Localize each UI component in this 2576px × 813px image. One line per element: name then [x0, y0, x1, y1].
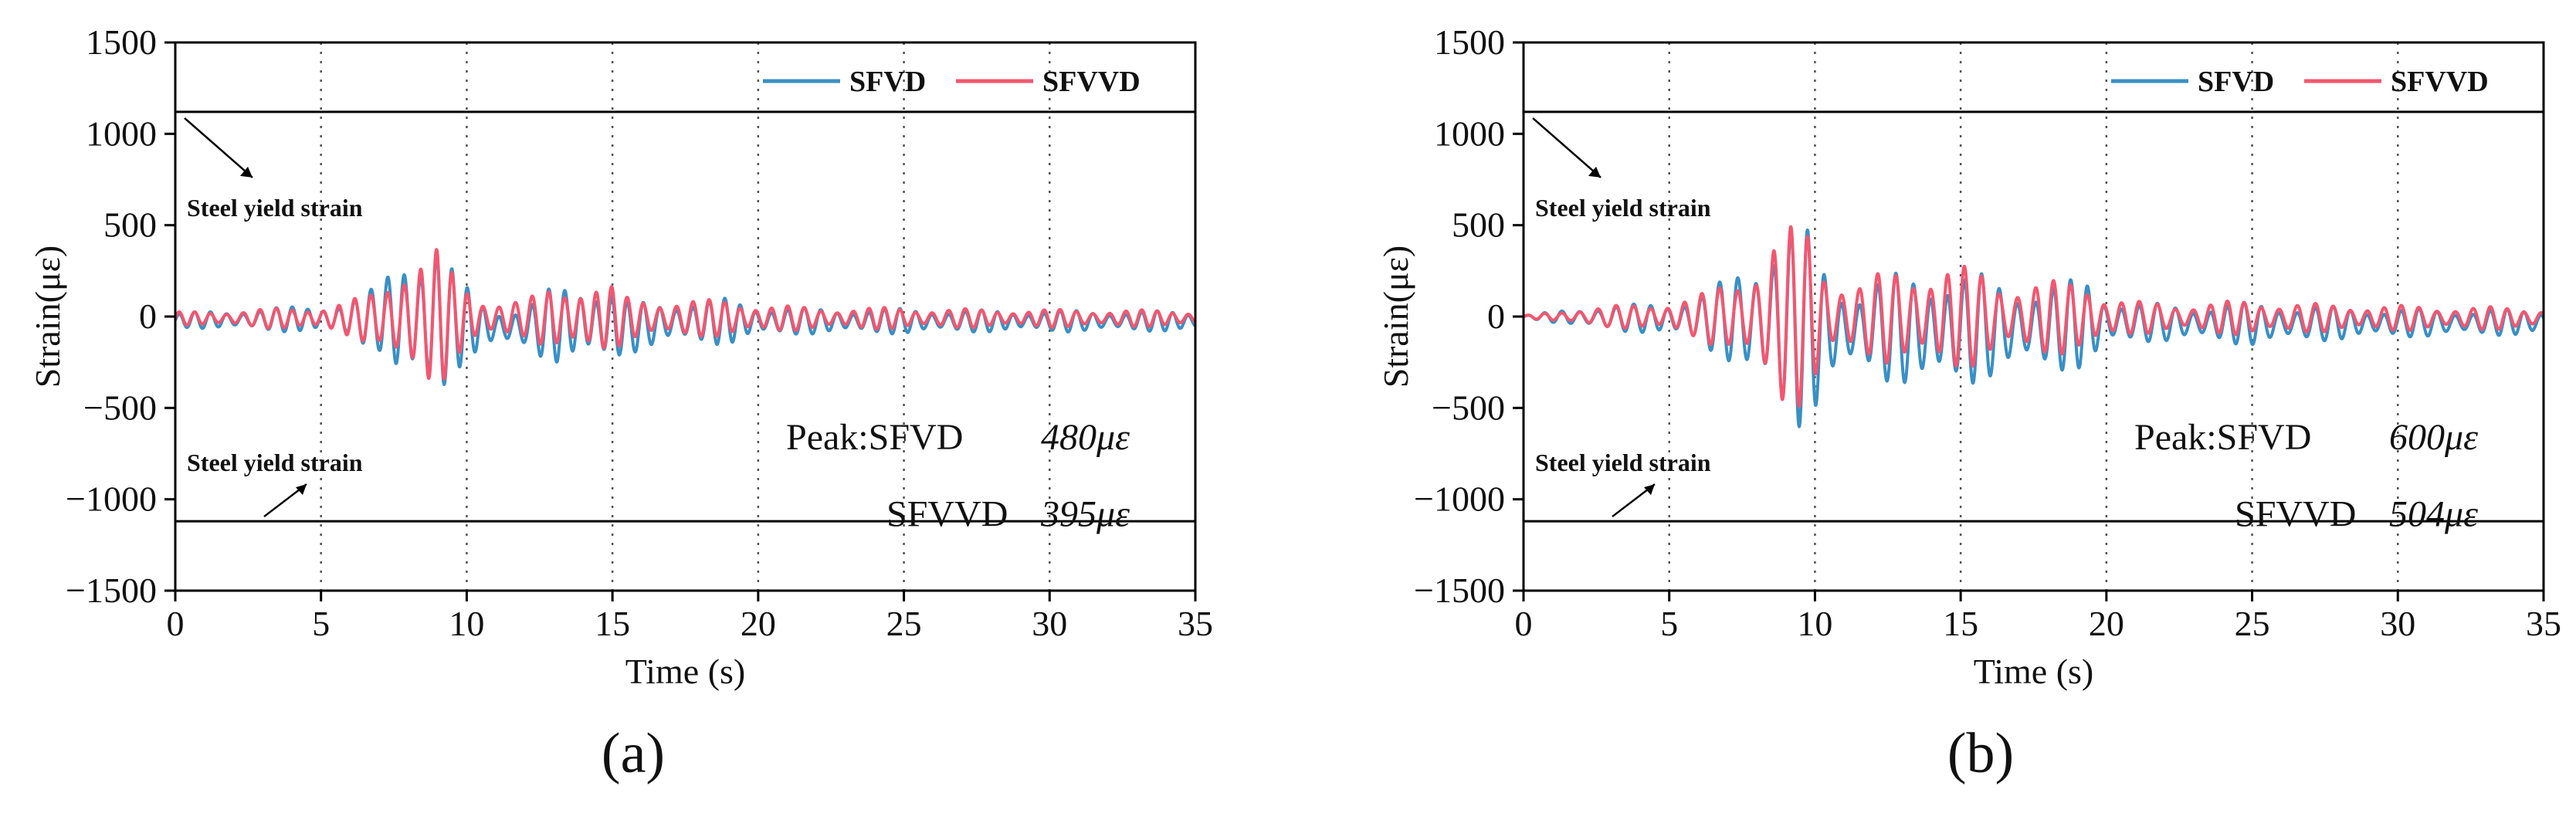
legend-label-sfvd: SFVD: [2198, 66, 2274, 98]
y-axis-title: Strain(με): [28, 246, 67, 388]
x-tick-label: 0: [1515, 604, 1533, 643]
panel-b-strain-chart: 0 5 10 15 20 25 30 35 −1500 −1000 −500 0 500 1000 1500…: [1376, 22, 2561, 785]
x-tick-label: 10: [1797, 604, 1832, 643]
arrowhead-upper: [1588, 166, 1601, 178]
annotation-arrow-upper: [1532, 117, 1602, 178]
x-tick-label: 20: [741, 604, 776, 643]
x-tick-label: 25: [886, 604, 922, 643]
arrowhead-upper: [240, 166, 253, 178]
x-tick-label: 5: [1660, 604, 1678, 643]
series-line-sfvvd: [174, 248, 1197, 381]
peak-value-sfvvd: 504με: [2389, 494, 2478, 535]
x-tick-label: 20: [2089, 604, 2124, 643]
peak-name-sfvvd: SFVVD: [2235, 494, 2356, 535]
peak-value-sfvd: 480με: [1041, 417, 1130, 458]
x-tick-label: 25: [2235, 604, 2270, 643]
y-axis-title: Strain(με): [1376, 246, 1415, 388]
peak-title: Peak:SFVD: [2134, 417, 2311, 458]
y-tick-label: 500: [1452, 205, 1505, 245]
annotation-upper-yield: Steel yield strain: [1535, 194, 1711, 222]
panel-a-strain-chart: 0 5 10 15 20 25 30 35 −1500 −1000 −500 0 500 1000 1500…: [28, 22, 1213, 785]
y-tick-label: 1500: [86, 22, 157, 62]
x-tick-label: 10: [449, 604, 484, 643]
y-tick-label: 1000: [86, 113, 157, 153]
legend-label-sfvvd: SFVVD: [2391, 66, 2489, 98]
x-tick-label: 0: [167, 604, 185, 643]
y-tick-label: 500: [103, 205, 157, 245]
y-tick-label: −500: [83, 388, 157, 427]
arrowhead-lower: [296, 484, 307, 496]
panel-label: (a): [602, 722, 665, 785]
y-tick-label: −1500: [1414, 571, 1505, 610]
legend-label-sfvd: SFVD: [849, 66, 926, 98]
y-tick-label: 1500: [1434, 22, 1505, 62]
peak-value-sfvd: 600με: [2389, 417, 2478, 458]
y-tick-label: −1500: [66, 571, 157, 610]
peak-title: Peak:SFVD: [786, 417, 963, 458]
x-tick-label: 30: [2380, 604, 2415, 643]
x-tick-label: 35: [1178, 604, 1213, 643]
annotation-lower-yield: Steel yield strain: [187, 449, 363, 476]
annotation-lower-yield: Steel yield strain: [1535, 449, 1711, 476]
panel-label: (b): [1947, 722, 2014, 785]
y-tick-label: 0: [1487, 296, 1505, 336]
x-axis-title: Time (s): [1974, 652, 2094, 691]
peak-value-sfvvd: 395με: [1040, 494, 1130, 535]
y-tick-label: −1000: [66, 479, 157, 519]
peak-name-sfvvd: SFVVD: [886, 494, 1008, 535]
x-tick-label: 35: [2526, 604, 2561, 643]
series-line-sfvvd: [1522, 225, 2545, 408]
annotation-arrow-upper: [184, 117, 253, 178]
y-tick-label: 1000: [1434, 113, 1505, 153]
x-tick-label: 15: [1943, 604, 1978, 643]
x-tick-label: 15: [595, 604, 630, 643]
x-tick-label: 30: [1032, 604, 1067, 643]
y-tick-label: 0: [139, 296, 157, 336]
x-axis-title: Time (s): [625, 652, 746, 691]
x-tick-label: 5: [312, 604, 330, 643]
legend-label-sfvvd: SFVVD: [1042, 66, 1141, 98]
arrowhead-lower: [1644, 484, 1655, 496]
y-tick-label: −500: [1432, 388, 1505, 427]
annotation-upper-yield: Steel yield strain: [187, 194, 363, 222]
y-tick-label: −1000: [1414, 479, 1505, 519]
